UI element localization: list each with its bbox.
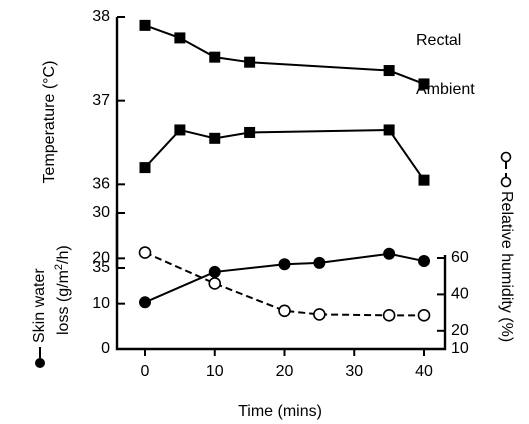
point-relative-humidity-4 [382, 309, 396, 322]
point-ambient-3 [244, 126, 256, 138]
point-skin-water-loss-1 [208, 265, 221, 278]
filled-circle-legend-marker [35, 358, 45, 368]
point-rectal-2 [209, 51, 221, 63]
point-relative-humidity-1 [208, 277, 222, 290]
top-y-tick-label-36: 36 [92, 176, 110, 193]
point-ambient-2 [209, 132, 221, 144]
series-line-relative-humidity [144, 251, 424, 317]
point-rectal-4 [383, 65, 395, 77]
top-y-tick-label-35: 35 [92, 259, 110, 276]
point-relative-humidity-2 [278, 304, 291, 318]
series-line-rectal [144, 24, 425, 85]
point-relative-humidity-5 [417, 309, 431, 322]
bottom-y2-tick-label-40: 40 [451, 286, 469, 303]
series-label-ambient: Ambient [416, 81, 475, 98]
point-skin-water-loss-2 [278, 258, 291, 271]
series-line-ambient [144, 128, 425, 181]
point-rectal-3 [244, 56, 256, 68]
point-relative-humidity-3 [313, 308, 326, 321]
point-rectal-0 [139, 19, 151, 31]
x-tick-label-0: 0 [141, 363, 150, 380]
bottom-y-tick-label-0: 0 [101, 340, 110, 357]
bottom-x-ticks: 0 10 20 30 40 [141, 349, 433, 380]
bottom-y-axis-label-group: Skin water loss (g/m2/h) [31, 245, 72, 368]
point-ambient-1 [174, 124, 186, 136]
point-rectal-5 [418, 78, 430, 90]
bottom-y-tick-label-20: 20 [92, 250, 110, 267]
point-ambient-4 [383, 124, 395, 136]
top-y-tick-label-37: 37 [92, 92, 110, 109]
bottom-y-tick-label-30: 30 [92, 204, 110, 221]
point-relative-humidity-0 [138, 246, 152, 259]
x-tick-label-30: 30 [345, 363, 363, 380]
top-y-axis-label: Temperature (°C) [41, 61, 58, 184]
x-tick-label-20: 20 [276, 363, 294, 380]
point-skin-water-loss-4 [383, 247, 396, 260]
open-circle-legend-marker [500, 151, 512, 163]
bottom-x-axis-label: Time (mins) [238, 403, 322, 420]
bottom-left-axis [115, 213, 447, 351]
top-panel: 35 36 37 38 Temperature (°C) Rectal Ambient [41, 8, 475, 276]
bottom-y-axis-label-line1: Skin water [31, 268, 48, 343]
point-rectal-1 [174, 32, 186, 44]
bottom-y2-tick-label-60: 60 [451, 249, 469, 266]
top-y-ticks: 35 36 37 38 [92, 8, 125, 276]
x-tick-label-40: 40 [415, 363, 433, 380]
bottom-y2-axis-label-group: Relative humidity (%) [498, 151, 515, 342]
bottom-left-y-ticks: 0 10 20 30 [92, 204, 125, 357]
point-skin-water-loss-0 [139, 296, 151, 309]
top-series [139, 19, 430, 186]
bottom-y2-tick-label-20: 20 [451, 322, 469, 339]
x-tick-label-10: 10 [206, 363, 224, 380]
open-circle-legend-marker-2 [500, 176, 512, 188]
point-skin-water-loss-3 [313, 256, 326, 269]
point-skin-water-loss-5 [418, 255, 430, 268]
bottom-y2-axis-label: Relative humidity (%) [498, 191, 515, 342]
point-ambient-0 [139, 162, 151, 174]
bottom-y-tick-label-10: 10 [92, 295, 110, 312]
bottom-y-axis-label-line2: loss (g/m2/h) [53, 245, 72, 335]
top-y-tick-label-38: 38 [92, 8, 110, 25]
bottom-series [138, 246, 431, 322]
series-label-rectal: Rectal [416, 32, 461, 49]
point-ambient-5 [418, 174, 430, 186]
bottom-y2-tick-label-10: 10 [451, 340, 469, 357]
